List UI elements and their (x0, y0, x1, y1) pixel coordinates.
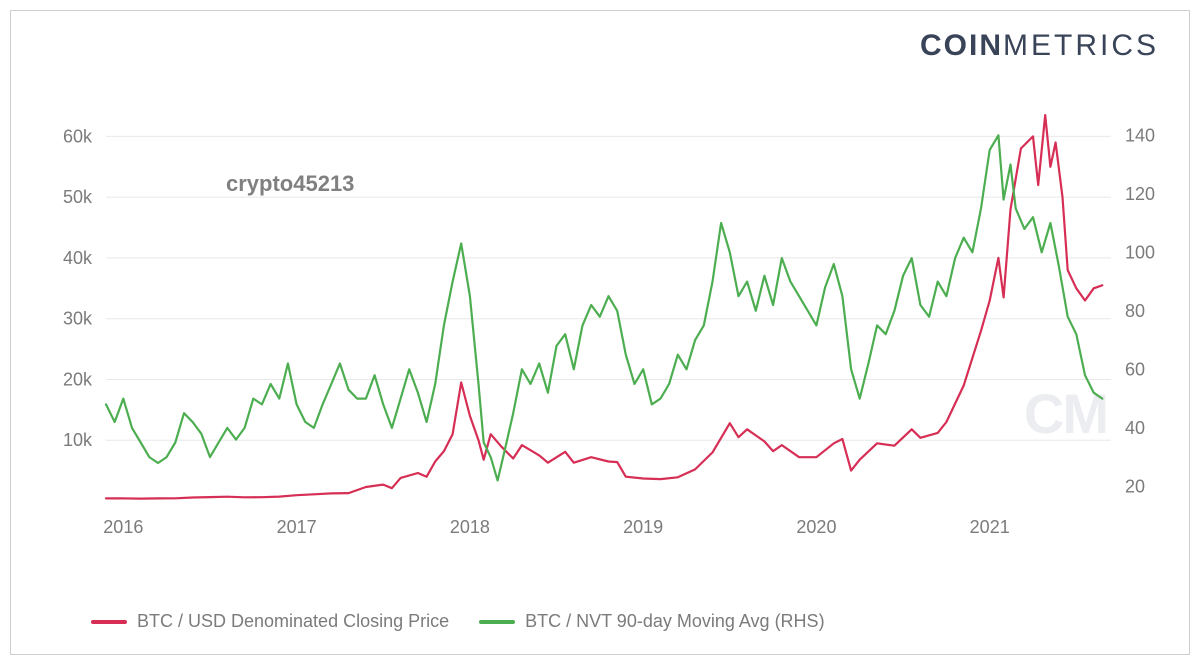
series-group (106, 115, 1102, 499)
svg-text:50k: 50k (63, 187, 93, 207)
svg-text:2018: 2018 (450, 517, 490, 537)
svg-text:100: 100 (1125, 242, 1155, 262)
legend: BTC / USD Denominated Closing Price BTC … (91, 611, 825, 632)
x-axis: 2016 2017 2018 2019 2020 2021 (103, 517, 1009, 537)
legend-swatch-price (91, 620, 127, 624)
svg-text:2020: 2020 (796, 517, 836, 537)
chart-svg: 10k 20k 30k 40k 50k 60k 20 40 60 80 100 120 140 201… (11, 11, 1191, 656)
svg-text:2019: 2019 (623, 517, 663, 537)
svg-text:20k: 20k (63, 369, 93, 389)
svg-text:80: 80 (1125, 301, 1145, 321)
svg-text:2016: 2016 (103, 517, 143, 537)
svg-text:2017: 2017 (277, 517, 317, 537)
svg-text:20: 20 (1125, 476, 1145, 496)
svg-text:40k: 40k (63, 248, 93, 268)
svg-text:140: 140 (1125, 125, 1155, 145)
svg-text:2021: 2021 (970, 517, 1010, 537)
svg-text:120: 120 (1125, 184, 1155, 204)
svg-text:40: 40 (1125, 418, 1145, 438)
y-axis-left: 10k 20k 30k 40k 50k 60k (63, 126, 93, 450)
legend-item-price: BTC / USD Denominated Closing Price (91, 611, 449, 632)
svg-text:60k: 60k (63, 126, 93, 146)
chart-frame: COINMETRICS crypto45213 CM 10k20k30k40k5… (10, 10, 1190, 655)
svg-text:10k: 10k (63, 430, 93, 450)
svg-text:60: 60 (1125, 359, 1145, 379)
legend-label-nvt: BTC / NVT 90-day Moving Avg (RHS) (525, 611, 824, 632)
svg-text:30k: 30k (63, 309, 93, 329)
legend-swatch-nvt (479, 620, 515, 624)
legend-item-nvt: BTC / NVT 90-day Moving Avg (RHS) (479, 611, 824, 632)
y-axis-right: 20 40 60 80 100 120 140 (1125, 125, 1155, 496)
legend-label-price: BTC / USD Denominated Closing Price (137, 611, 449, 632)
